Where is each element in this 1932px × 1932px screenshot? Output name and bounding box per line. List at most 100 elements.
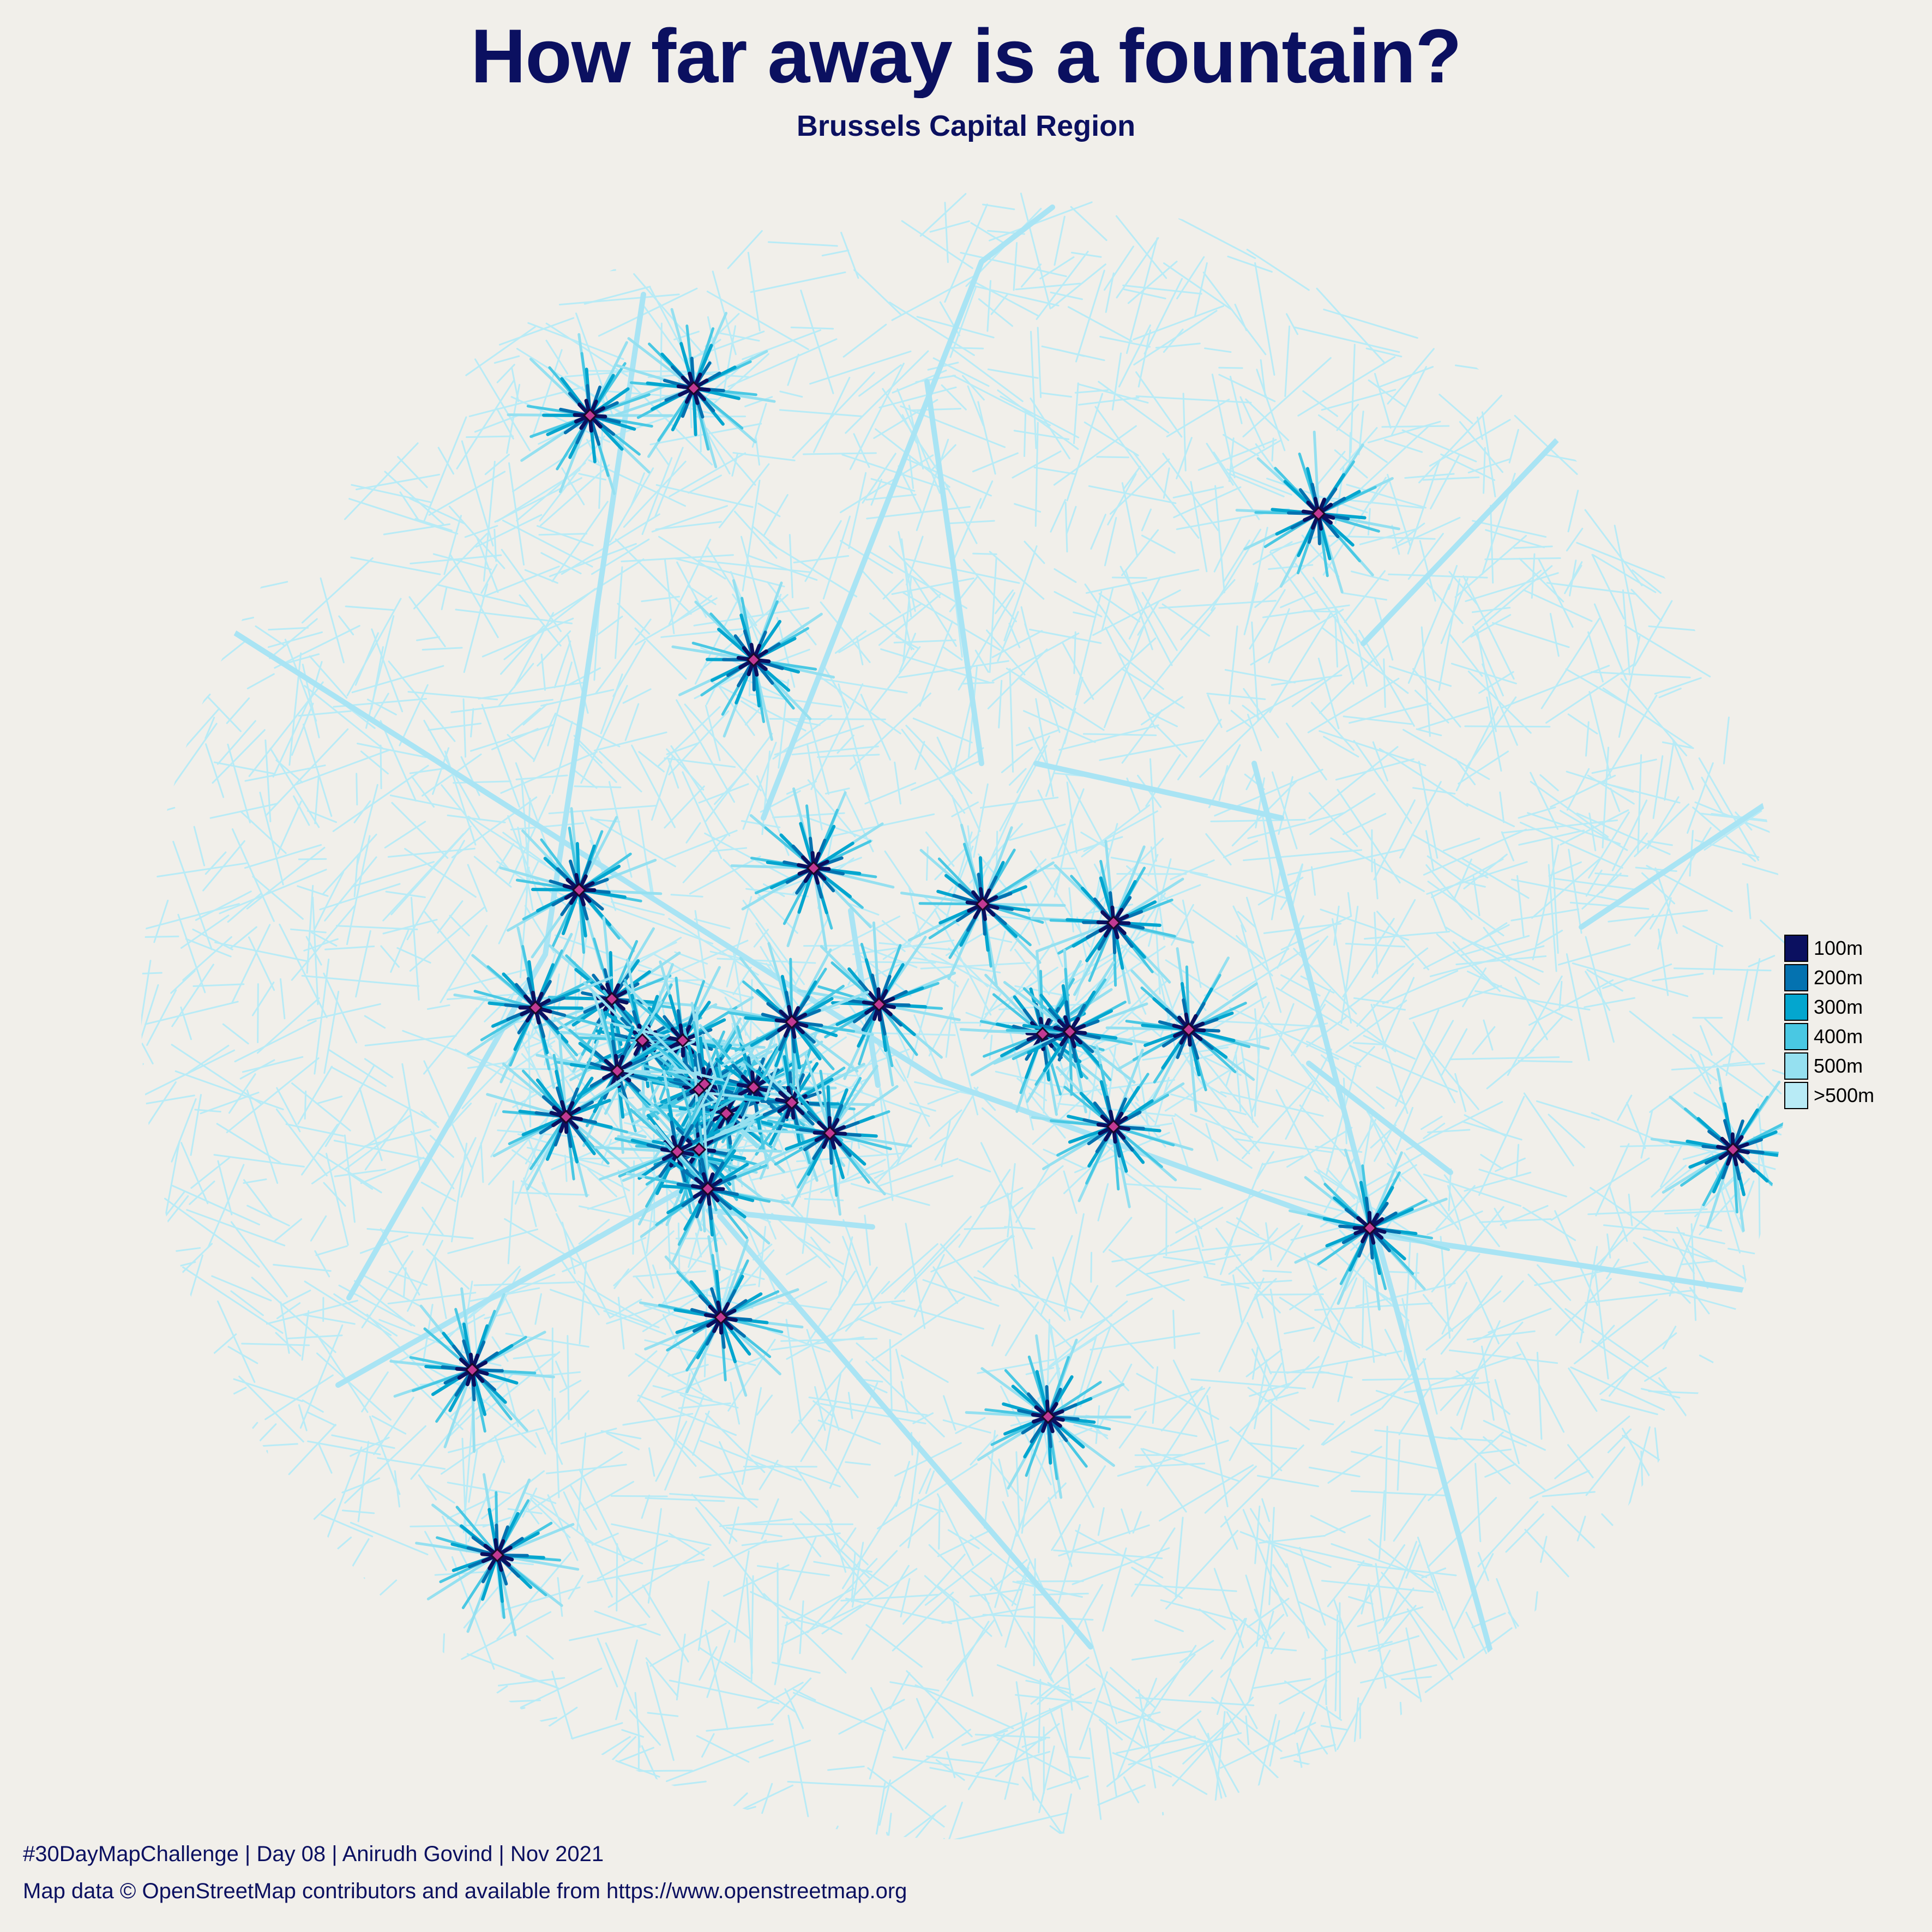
- street-segment: [1169, 996, 1267, 1056]
- street-segment: [964, 1621, 990, 1663]
- street-segment: [759, 1740, 811, 1759]
- street-segment: [268, 627, 309, 631]
- street-segment: [824, 787, 850, 795]
- street-segment: [514, 1191, 589, 1196]
- street-segment: [834, 630, 867, 654]
- street-segment: [462, 698, 467, 758]
- main-road: [543, 292, 646, 957]
- street-segment: [1308, 746, 1399, 819]
- street-segment: [1383, 1540, 1418, 1628]
- street-segment: [558, 293, 680, 306]
- street-segment: [211, 1275, 272, 1302]
- street-segment: [706, 1723, 774, 1732]
- street-segment: [943, 1838, 959, 1839]
- street-segment: [1622, 589, 1631, 676]
- street-segment: [1500, 1205, 1549, 1226]
- street-segment: [711, 1609, 753, 1641]
- street-segment: [999, 745, 1048, 832]
- street-segment: [1415, 1253, 1418, 1290]
- street-segment: [1066, 1755, 1091, 1760]
- street-segment: [1431, 1573, 1465, 1659]
- street-segment: [952, 1012, 979, 1116]
- street-segment: [647, 1508, 662, 1604]
- street-segment: [1453, 858, 1472, 900]
- street-segment: [951, 795, 964, 829]
- street-segment: [1436, 933, 1496, 989]
- street-segment: [772, 714, 833, 760]
- street-segment: [995, 1070, 1070, 1090]
- street-segment: [1277, 1225, 1303, 1267]
- street-segment: [1149, 758, 1157, 862]
- street-segment: [507, 1180, 515, 1265]
- street-segment: [1008, 768, 1027, 786]
- street-segment: [1573, 1298, 1658, 1365]
- street-segment: [1381, 1572, 1458, 1660]
- fountain-marker-icon: [1062, 1024, 1078, 1039]
- street-segment: [979, 797, 1059, 809]
- street-segment: [756, 1565, 830, 1576]
- street-segment: [669, 1680, 780, 1705]
- street-segment: [718, 1441, 745, 1497]
- street-segment: [994, 589, 1014, 615]
- fountain-markers: [389, 308, 1790, 1636]
- street-segment: [583, 1480, 634, 1511]
- street-segment: [919, 192, 967, 237]
- street-segment: [171, 1044, 262, 1105]
- street-segment: [1269, 1585, 1328, 1652]
- street-segment: [1422, 1293, 1453, 1332]
- street-segment: [1334, 607, 1355, 685]
- street-segment: [821, 249, 850, 257]
- street-segment: [1658, 928, 1669, 996]
- street-segment: [1161, 1811, 1170, 1839]
- street-segment: [1379, 748, 1468, 807]
- street-segment: [1178, 218, 1256, 260]
- street-segment: [388, 660, 456, 742]
- street-segment: [1066, 781, 1078, 854]
- street-segment: [508, 462, 525, 566]
- street-segment: [1440, 453, 1496, 481]
- street-segment: [318, 1443, 333, 1474]
- street-segment: [934, 1086, 979, 1161]
- street-segment: [1054, 215, 1066, 266]
- street-segment: [1351, 1697, 1359, 1770]
- street-segment: [1566, 771, 1634, 793]
- street-segment: [1275, 987, 1349, 1031]
- street-segment: [326, 1153, 349, 1246]
- street-segment: [695, 1232, 702, 1257]
- street-segment: [344, 442, 419, 520]
- street-segment: [170, 970, 196, 994]
- street-segment: [1374, 858, 1379, 900]
- street-segment: [435, 1685, 508, 1736]
- street-segment: [404, 848, 477, 898]
- street-segment: [908, 455, 914, 489]
- street-segment: [1155, 922, 1161, 995]
- street-segment: [353, 1280, 412, 1326]
- street-segment: [341, 1477, 380, 1494]
- street-segment: [1725, 968, 1749, 1076]
- street-segment: [1600, 1399, 1658, 1416]
- street-segment: [1772, 1069, 1790, 1091]
- street-segment: [1155, 725, 1188, 758]
- street-segment: [707, 1784, 793, 1827]
- street-segment: [1145, 754, 1181, 807]
- street-segment: [1435, 1185, 1476, 1230]
- street-segment: [1401, 429, 1477, 462]
- street-segment: [540, 464, 610, 527]
- street-segment: [1585, 936, 1615, 1043]
- street-segment: [1591, 553, 1625, 620]
- street-segment: [1163, 1256, 1215, 1265]
- street-segment: [159, 723, 218, 805]
- street-segment: [506, 383, 521, 454]
- street-segment: [1367, 508, 1371, 535]
- street-segment: [141, 1043, 154, 1064]
- street-segment: [1395, 1106, 1414, 1151]
- street-segment: [1349, 1045, 1458, 1093]
- street-segment: [682, 1792, 748, 1839]
- street-segment: [1370, 1003, 1409, 1114]
- street-segment: [810, 1236, 848, 1283]
- street-segment: [1461, 1121, 1522, 1141]
- street-segment: [802, 452, 877, 455]
- street-segment: [498, 317, 575, 346]
- street-segment: [304, 685, 383, 749]
- street-segment: [354, 632, 379, 686]
